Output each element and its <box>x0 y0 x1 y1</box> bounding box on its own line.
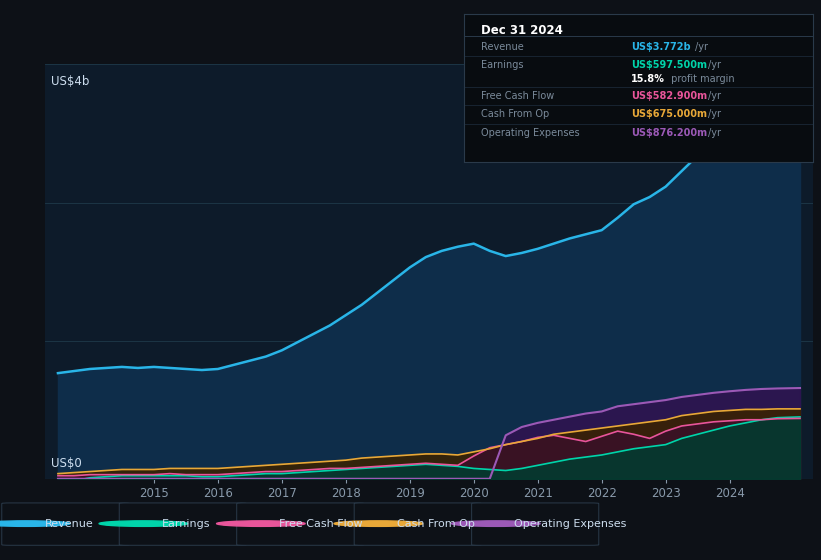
Text: US$4b: US$4b <box>51 75 89 88</box>
Text: profit margin: profit margin <box>668 73 735 83</box>
Circle shape <box>217 521 305 526</box>
Text: US$876.200m: US$876.200m <box>631 128 708 138</box>
Circle shape <box>99 521 188 526</box>
Text: Revenue: Revenue <box>44 519 93 529</box>
Text: Operating Expenses: Operating Expenses <box>481 128 580 138</box>
Text: /yr: /yr <box>708 91 721 101</box>
Text: /yr: /yr <box>708 128 721 138</box>
Text: /yr: /yr <box>695 43 708 53</box>
Text: 15.8%: 15.8% <box>631 73 665 83</box>
Circle shape <box>452 521 540 526</box>
Text: /yr: /yr <box>708 60 721 70</box>
Text: US$0: US$0 <box>51 457 82 470</box>
Text: Operating Expenses: Operating Expenses <box>514 519 626 529</box>
FancyBboxPatch shape <box>119 503 246 545</box>
FancyBboxPatch shape <box>236 503 364 545</box>
Text: US$675.000m: US$675.000m <box>631 109 708 119</box>
Text: US$597.500m: US$597.500m <box>631 60 708 70</box>
Text: US$582.900m: US$582.900m <box>631 91 708 101</box>
FancyBboxPatch shape <box>354 503 481 545</box>
FancyBboxPatch shape <box>2 503 129 545</box>
Text: Cash From Op: Cash From Op <box>481 109 549 119</box>
Text: Revenue: Revenue <box>481 43 524 53</box>
Text: Free Cash Flow: Free Cash Flow <box>279 519 363 529</box>
Text: Free Cash Flow: Free Cash Flow <box>481 91 554 101</box>
Text: Cash From Op: Cash From Op <box>397 519 475 529</box>
Circle shape <box>334 521 423 526</box>
Text: Earnings: Earnings <box>481 60 524 70</box>
Circle shape <box>0 521 70 526</box>
FancyBboxPatch shape <box>471 503 599 545</box>
Text: Earnings: Earnings <box>162 519 210 529</box>
Text: Dec 31 2024: Dec 31 2024 <box>481 24 563 36</box>
Text: /yr: /yr <box>708 109 721 119</box>
Text: US$3.772b: US$3.772b <box>631 43 691 53</box>
